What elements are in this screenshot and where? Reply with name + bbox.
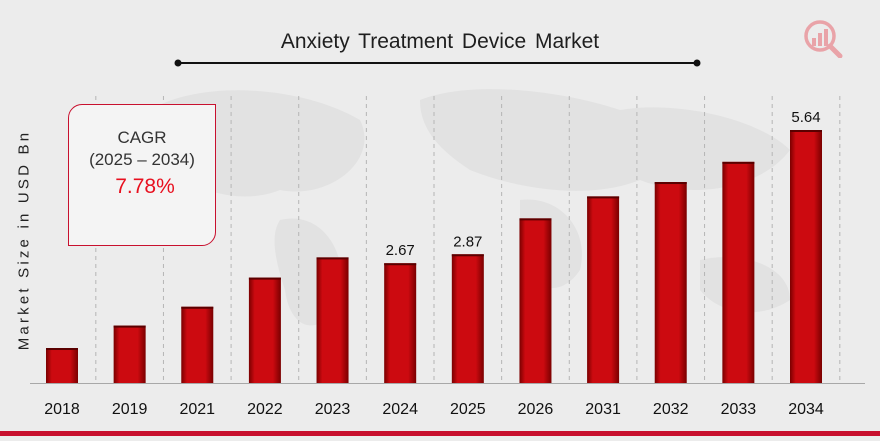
bar-2022 <box>248 277 281 383</box>
x-tick-label-2024: 2024 <box>382 401 418 418</box>
bar-2026 <box>519 218 552 383</box>
cagr-callout: CAGR (2025 – 2034) 7.78% <box>68 104 216 246</box>
background-map-shape <box>420 89 790 191</box>
bar-top-edge-2018 <box>46 348 78 351</box>
data-label-2024: 2.67 <box>386 242 415 259</box>
x-tick-label-2021: 2021 <box>179 401 215 418</box>
chart-title: Anxiety Treatment Device Market <box>280 30 600 53</box>
bar-top-edge-2033 <box>722 161 755 164</box>
bar-2034 <box>790 130 822 383</box>
bar-top-edge-2025 <box>451 254 484 257</box>
x-tick-label-2031: 2031 <box>585 401 621 418</box>
bar-2031 <box>587 196 620 383</box>
bar-top-edge-2034 <box>790 130 822 132</box>
x-tick-label-2033: 2033 <box>721 401 757 418</box>
bar-2021 <box>181 306 214 383</box>
data-label-2034: 5.64 <box>791 109 820 126</box>
bar-2025 <box>451 254 484 383</box>
bar-2024 <box>384 263 417 383</box>
title-rule-dot-right <box>693 59 701 67</box>
x-tick-label-2034: 2034 <box>788 401 824 418</box>
bar-top-edge-2019 <box>113 325 146 328</box>
y-axis-label: Market Size in USD Bn <box>15 129 33 351</box>
title-rule-dot-left <box>174 59 182 67</box>
bar-top-edge-2032 <box>654 182 687 185</box>
bar-2019 <box>113 325 146 383</box>
bar-top-edge-2021 <box>181 306 214 309</box>
x-tick-label-2023: 2023 <box>315 401 351 418</box>
bar-chart-magnifier-logo-icon <box>804 20 843 58</box>
x-tick-label-2019: 2019 <box>112 401 148 418</box>
x-tick-label-2022: 2022 <box>247 401 283 418</box>
bar-top-edge-2024 <box>384 263 417 266</box>
bar-2033 <box>722 161 755 383</box>
cagr-value: 7.78% <box>115 175 175 198</box>
bottom-accent-rule <box>0 431 880 436</box>
bar-top-edge-2022 <box>248 277 281 280</box>
bar-top-edge-2026 <box>519 218 552 221</box>
bar-2023 <box>316 257 349 383</box>
cagr-range: (2025 – 2034) <box>89 150 195 169</box>
bar-top-edge-2031 <box>587 196 620 199</box>
x-tick-label-2018: 2018 <box>44 401 80 418</box>
bar-top-edge-2023 <box>316 257 349 260</box>
cagr-label: CAGR <box>117 128 167 147</box>
x-tick-label-2032: 2032 <box>653 401 689 418</box>
bar-2018 <box>46 348 78 383</box>
x-tick-label-2026: 2026 <box>518 401 554 418</box>
data-label-2025: 2.87 <box>453 233 482 250</box>
bar-2032 <box>654 182 687 383</box>
x-tick-label-2025: 2025 <box>450 401 486 418</box>
